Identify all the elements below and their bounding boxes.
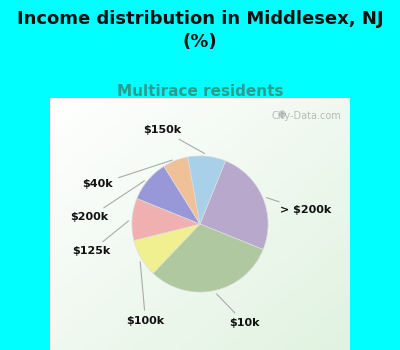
- Wedge shape: [153, 224, 263, 292]
- Text: $125k: $125k: [72, 221, 128, 256]
- Text: $40k: $40k: [82, 160, 172, 189]
- Text: $10k: $10k: [217, 294, 260, 328]
- Text: $100k: $100k: [126, 262, 164, 326]
- Text: $200k: $200k: [71, 181, 144, 222]
- Text: ●: ●: [278, 109, 286, 119]
- Wedge shape: [188, 156, 226, 224]
- Wedge shape: [134, 224, 200, 273]
- Wedge shape: [200, 161, 268, 250]
- Wedge shape: [132, 198, 200, 240]
- Text: Multirace residents: Multirace residents: [117, 84, 283, 99]
- Text: > $200k: > $200k: [266, 198, 331, 215]
- Wedge shape: [137, 166, 200, 224]
- Text: Income distribution in Middlesex, NJ
(%): Income distribution in Middlesex, NJ (%): [17, 10, 383, 51]
- Wedge shape: [164, 157, 200, 224]
- Text: City-Data.com: City-Data.com: [271, 111, 341, 121]
- Text: $150k: $150k: [144, 125, 204, 154]
